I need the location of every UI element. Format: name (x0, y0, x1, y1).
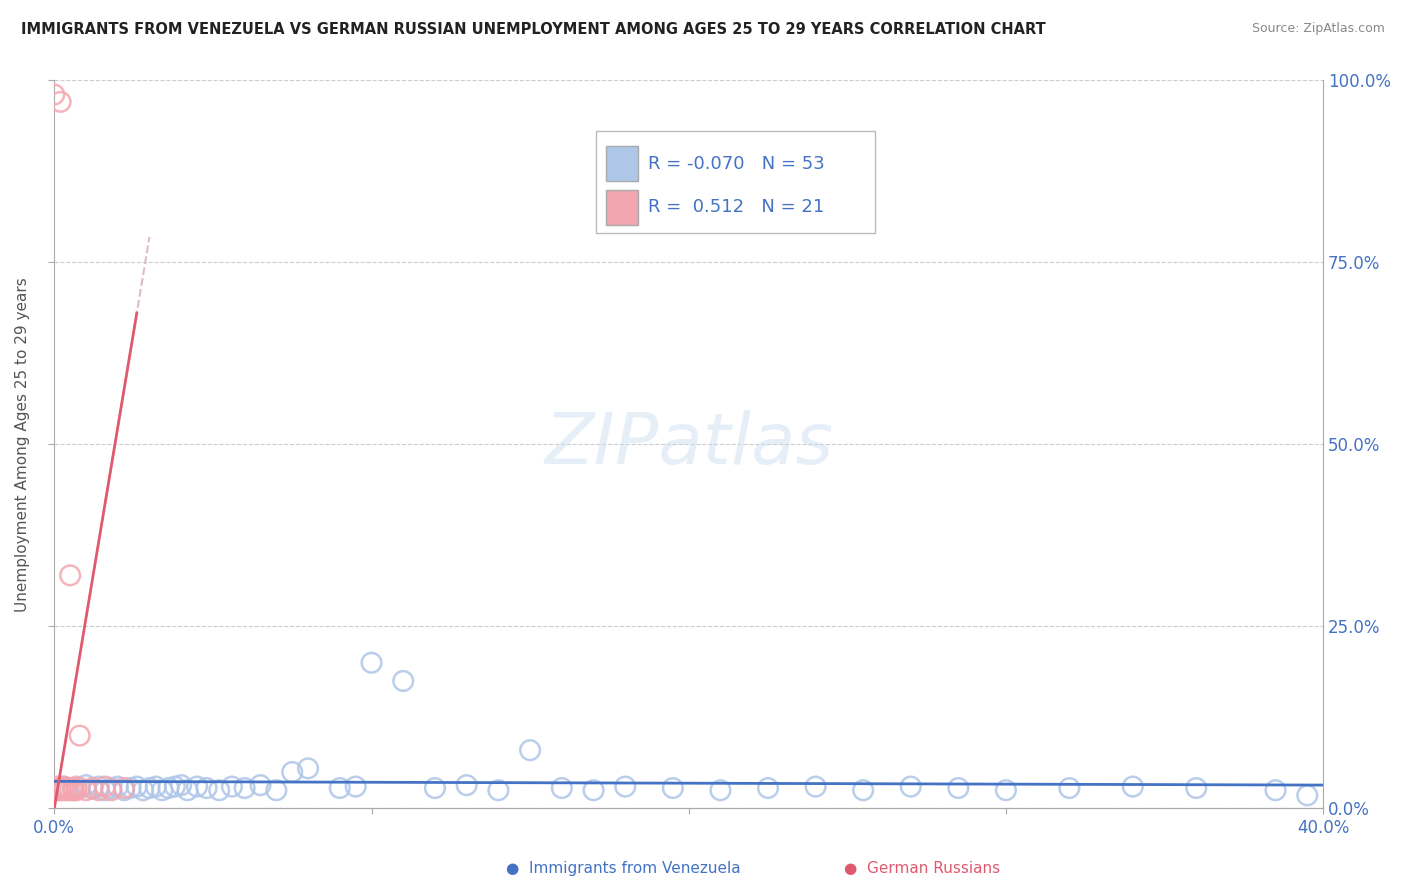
Point (329, 780, 352, 795)
Point (69, 729, 91, 743)
Point (56, 780, 79, 795)
Point (94, 780, 117, 794)
Point (125, 780, 148, 794)
Point (100, 783, 122, 797)
Point (804, 780, 827, 794)
Point (948, 780, 970, 795)
Point (186, 780, 208, 794)
Point (360, 656, 382, 670)
Point (266, 783, 288, 797)
Text: ●  Immigrants from Venezuela: ● Immigrants from Venezuela (506, 861, 741, 876)
Point (59, 568, 82, 582)
Point (49, 780, 72, 795)
FancyBboxPatch shape (606, 190, 638, 225)
Point (75, 783, 97, 797)
Point (49, 783, 72, 797)
Point (208, 783, 231, 797)
Point (112, 780, 135, 795)
Point (221, 780, 243, 794)
Point (59, 783, 82, 797)
Point (107, 780, 129, 794)
Point (852, 783, 875, 797)
Point (519, 743, 541, 757)
Point (1185, 780, 1208, 795)
Point (138, 780, 160, 795)
Point (112, 783, 135, 797)
Point (392, 673, 415, 688)
Point (709, 783, 731, 797)
Point (75, 778, 97, 792)
Text: Source: ZipAtlas.com: Source: ZipAtlas.com (1251, 22, 1385, 36)
Y-axis label: Unemployment Among Ages 25 to 29 years: Unemployment Among Ages 25 to 29 years (15, 277, 30, 612)
Text: R = -0.070   N = 53: R = -0.070 N = 53 (648, 154, 825, 173)
Point (82, 781, 104, 796)
Point (582, 783, 605, 797)
FancyBboxPatch shape (596, 131, 876, 233)
Point (756, 780, 779, 795)
Point (82, 780, 104, 795)
Point (65, 780, 87, 794)
Point (46, 780, 69, 794)
Point (195, 780, 218, 795)
Text: IMMIGRANTS FROM VENEZUELA VS GERMAN RUSSIAN UNEMPLOYMENT AMONG AGES 25 TO 29 YEA: IMMIGRANTS FROM VENEZUELA VS GERMAN RUSS… (21, 22, 1046, 37)
Point (551, 780, 574, 795)
Point (44, 87, 66, 102)
Point (120, 780, 142, 795)
Point (297, 761, 319, 775)
Point (62, 783, 84, 797)
Point (65, 783, 87, 797)
Text: ●  German Russians: ● German Russians (844, 861, 1000, 876)
Point (46, 783, 69, 797)
Point (249, 778, 271, 792)
Point (423, 780, 446, 795)
Point (486, 783, 509, 797)
Point (56, 783, 79, 797)
Point (52, 780, 75, 794)
Point (94, 783, 117, 797)
Point (150, 783, 173, 797)
Point (1264, 783, 1286, 797)
Point (157, 780, 180, 795)
Point (233, 780, 256, 795)
Point (100, 780, 122, 795)
Point (1296, 789, 1319, 803)
Point (87, 780, 110, 794)
Point (281, 764, 304, 779)
Point (52, 780, 75, 794)
Point (163, 780, 186, 794)
Point (1122, 780, 1144, 794)
Point (69, 780, 91, 795)
Point (176, 783, 198, 797)
Point (62, 783, 84, 797)
Point (1059, 780, 1081, 795)
Point (87, 783, 110, 797)
Point (62, 780, 84, 795)
Point (170, 778, 193, 792)
Text: ZIPatlas: ZIPatlas (544, 409, 834, 479)
Point (344, 780, 367, 794)
Point (52, 783, 75, 797)
Point (145, 780, 167, 794)
FancyBboxPatch shape (606, 146, 638, 181)
Point (49, 95, 72, 109)
Text: R =  0.512   N = 21: R = 0.512 N = 21 (648, 198, 824, 217)
Point (132, 783, 155, 797)
Point (614, 780, 637, 794)
Point (662, 780, 685, 795)
Point (900, 780, 922, 794)
Point (456, 778, 478, 792)
Point (994, 783, 1017, 797)
